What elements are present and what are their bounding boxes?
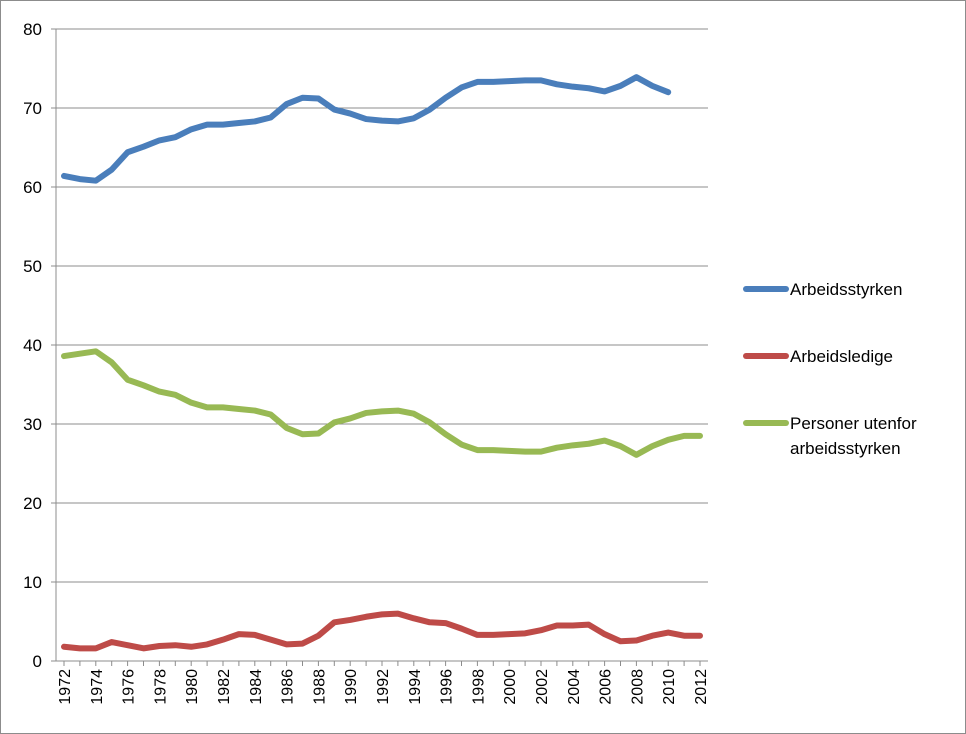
x-tick-label: 2006 xyxy=(598,669,615,705)
x-tick-label: 1986 xyxy=(280,669,297,705)
x-tick-label: 1988 xyxy=(311,669,328,705)
legend-label: arbeidsstyrken xyxy=(790,439,901,458)
y-axis-ticks: 0 10 20 30 40 50 60 70 80 xyxy=(23,20,56,671)
series-line-2 xyxy=(61,610,703,652)
x-tick-label: 1990 xyxy=(343,669,360,705)
legend-label: Arbeidsledige xyxy=(790,347,893,366)
y-tick-label: 50 xyxy=(23,257,42,276)
x-tick-label: 1972 xyxy=(57,669,74,705)
y-tick-label: 60 xyxy=(23,178,42,197)
y-tick-label: 20 xyxy=(23,494,42,513)
x-tick-label: 1984 xyxy=(248,669,265,705)
y-tick-label: 0 xyxy=(33,652,42,671)
x-axis-ticks: 1972 1974 1976 1978 1980 1982 1984 1986 1988 1990… xyxy=(57,661,710,705)
x-tick-label: 1998 xyxy=(470,669,487,705)
series-line-1 xyxy=(61,74,672,184)
series-line-3 xyxy=(61,348,703,458)
series-lines xyxy=(61,74,703,652)
x-tick-label: 1982 xyxy=(216,669,233,705)
x-tick-label: 1980 xyxy=(184,669,201,705)
x-tick-label: 1996 xyxy=(439,669,456,705)
y-tick-label: 70 xyxy=(23,99,42,118)
x-tick-label: 1978 xyxy=(152,669,169,705)
x-tick-label: 1974 xyxy=(89,669,106,705)
gridlines xyxy=(56,28,708,583)
legend: Arbeidsstyrken Arbeidsledige Personer uten… xyxy=(743,280,917,458)
x-tick-label: 2002 xyxy=(534,669,551,705)
y-tick-label: 30 xyxy=(23,415,42,434)
legend-label: Arbeidsstyrken xyxy=(790,280,902,299)
x-tick-label: 2010 xyxy=(661,669,678,705)
x-tick-label: 1994 xyxy=(407,669,424,705)
y-tick-label: 80 xyxy=(23,20,42,39)
legend-label: Personer utenfor xyxy=(790,414,917,433)
x-tick-label: 1976 xyxy=(121,669,138,705)
x-tick-label: 2000 xyxy=(502,669,519,705)
y-tick-label: 10 xyxy=(23,573,42,592)
x-tick-label: 2012 xyxy=(693,669,710,705)
x-tick-label: 2004 xyxy=(566,669,583,705)
x-tick-label: 2008 xyxy=(629,669,646,705)
x-tick-label: 1992 xyxy=(375,669,392,705)
y-tick-label: 40 xyxy=(23,336,42,355)
